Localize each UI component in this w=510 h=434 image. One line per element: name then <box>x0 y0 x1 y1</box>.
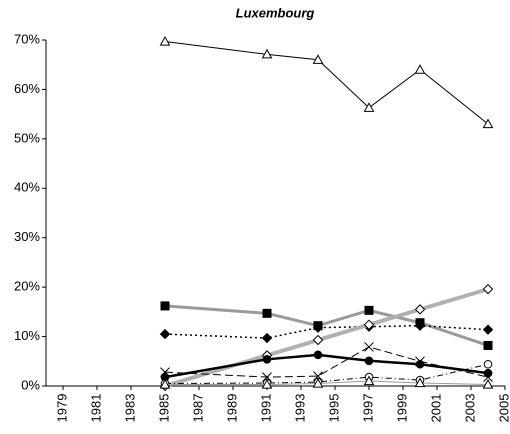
x-tick-label: 1987 <box>190 394 205 423</box>
marker <box>364 342 374 352</box>
series-line <box>164 40 489 125</box>
marker <box>482 324 494 335</box>
marker <box>312 377 324 388</box>
marker <box>364 356 374 366</box>
y-tick-label: 50% <box>14 130 40 145</box>
series-line <box>164 324 489 339</box>
x-tick-label: 1983 <box>122 394 137 423</box>
marker <box>415 356 425 367</box>
x-tick-label: 1999 <box>394 394 409 423</box>
marker <box>159 378 171 389</box>
chart-title: Luxembourg <box>236 5 315 20</box>
y-tick-label: 40% <box>14 180 40 195</box>
series-line <box>164 363 489 385</box>
marker <box>262 355 272 364</box>
marker <box>483 368 493 378</box>
marker <box>312 334 324 346</box>
marker <box>483 340 493 350</box>
marker <box>363 375 375 386</box>
marker <box>415 359 425 369</box>
x-tick-label: 2001 <box>428 394 443 423</box>
x-tick-label: 1993 <box>292 394 307 423</box>
y-tick-label: 70% <box>14 31 40 46</box>
series-line <box>165 380 489 386</box>
marker <box>363 319 375 330</box>
marker <box>414 320 426 331</box>
marker <box>262 308 272 318</box>
marker <box>414 304 426 315</box>
y-tick-label: 60% <box>14 81 40 96</box>
marker <box>482 283 494 295</box>
marker <box>160 301 170 311</box>
x-tick-label: 1991 <box>258 394 273 423</box>
marker <box>313 350 323 360</box>
marker <box>159 35 171 46</box>
series-line <box>164 287 489 388</box>
series-line <box>164 304 489 347</box>
marker <box>261 332 273 344</box>
x-tick-label: 1995 <box>326 394 341 423</box>
marker <box>261 48 273 59</box>
marker <box>482 118 494 129</box>
marker <box>414 64 426 74</box>
marker <box>483 372 493 382</box>
series-line <box>164 346 489 378</box>
y-tick-label: 10% <box>14 328 40 343</box>
marker <box>364 305 374 315</box>
x-tick-label: 1979 <box>54 394 69 423</box>
marker <box>160 367 170 378</box>
marker <box>483 359 493 369</box>
marker <box>159 328 171 340</box>
y-tick-label: 20% <box>14 279 40 294</box>
y-tick-label: 30% <box>14 229 40 244</box>
x-tick-label: 2005 <box>496 394 510 423</box>
marker <box>312 54 324 64</box>
x-tick-label: 1981 <box>88 394 103 423</box>
x-tick-label: 2003 <box>462 394 477 423</box>
marker <box>414 377 426 388</box>
x-tick-label: 1985 <box>156 394 171 423</box>
marker <box>261 378 273 389</box>
marker <box>482 378 494 389</box>
marker <box>363 102 375 112</box>
x-tick-label: 1997 <box>360 394 375 423</box>
x-tick-label: 1989 <box>224 394 239 423</box>
y-tick-label: 0% <box>21 377 40 392</box>
marker <box>312 322 324 333</box>
series-line <box>164 353 489 379</box>
